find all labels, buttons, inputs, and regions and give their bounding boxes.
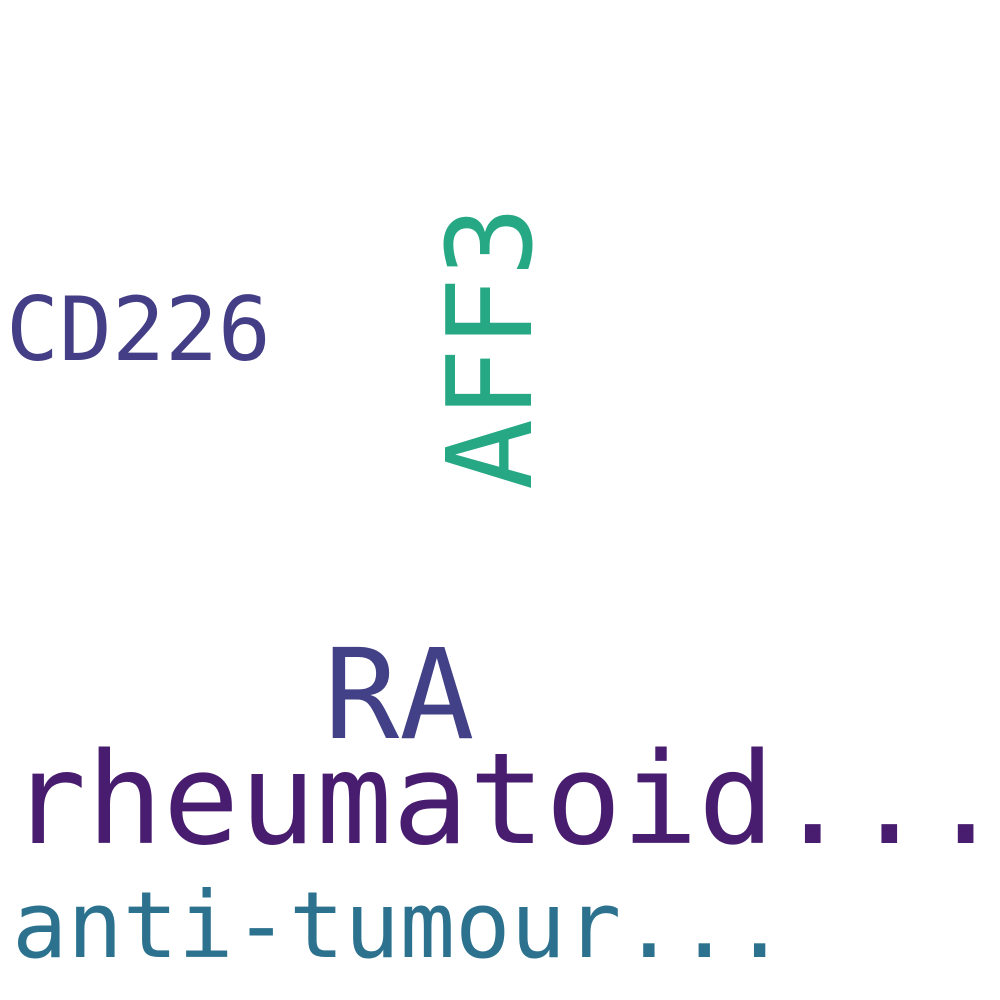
word-ra: RA [324,623,475,768]
word-cd226: CD226 [6,278,271,381]
word-aff3: AFF3 [421,205,559,490]
word-rheumatoid: rheumatoid... [10,725,1000,873]
word-anti-tumour: anti-tumour... [12,872,788,979]
